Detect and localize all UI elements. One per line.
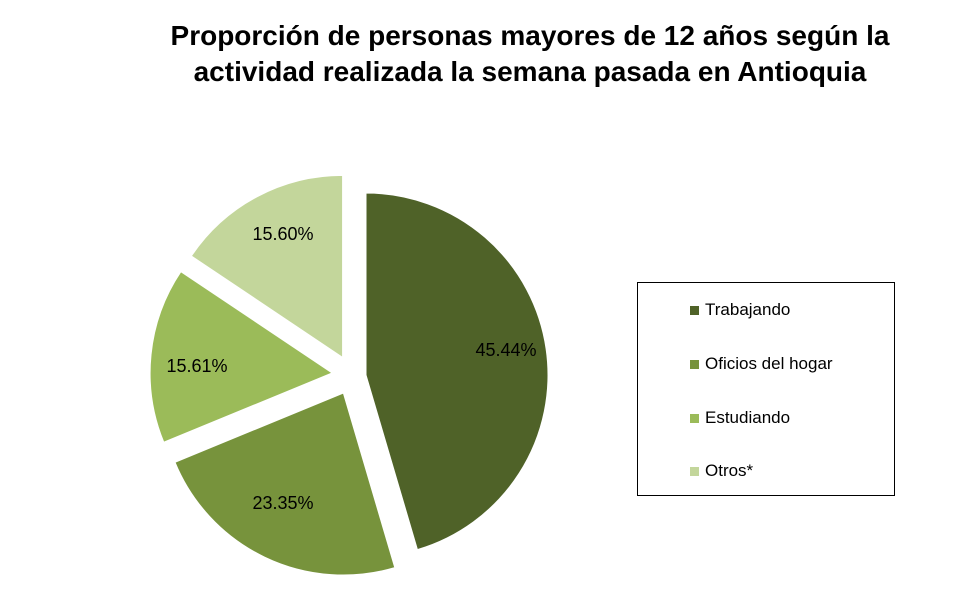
legend-label: Oficios del hogar <box>705 354 833 373</box>
legend-label: Otros* <box>705 461 754 480</box>
legend-item: Otros* <box>690 460 753 482</box>
chart-title: Proporción de personas mayores de 12 año… <box>100 18 955 90</box>
legend-swatch <box>690 359 699 369</box>
pie-slice-oficios-del-hogar <box>174 392 396 576</box>
pie-slice-trabajando <box>365 192 549 551</box>
legend-swatch <box>690 413 699 423</box>
legend-swatch <box>690 305 699 315</box>
slice-value-label: 45.44% <box>475 340 536 360</box>
legend-item: Oficios del hogar <box>690 353 833 375</box>
legend-label: Estudiando <box>705 408 791 427</box>
legend-item: Estudiando <box>690 407 790 429</box>
pie-slice-otros <box>190 174 344 359</box>
pie-slice-estudiando <box>149 270 334 443</box>
chart-title-line-2: actividad realizada la semana pasada en … <box>193 56 867 87</box>
legend-label: Trabajando <box>705 300 791 319</box>
chart-title-line-1: Proporción de personas mayores de 12 año… <box>170 20 890 51</box>
legend-swatch <box>690 466 699 476</box>
chart-legend: Trabajando Oficios del hogar Estudiando Otr… <box>637 282 895 496</box>
slice-value-label: 15.60% <box>252 224 313 244</box>
legend-item: Trabajando <box>690 299 790 321</box>
slice-value-label: 15.61% <box>166 356 227 376</box>
slice-value-label: 23.35% <box>252 493 313 513</box>
